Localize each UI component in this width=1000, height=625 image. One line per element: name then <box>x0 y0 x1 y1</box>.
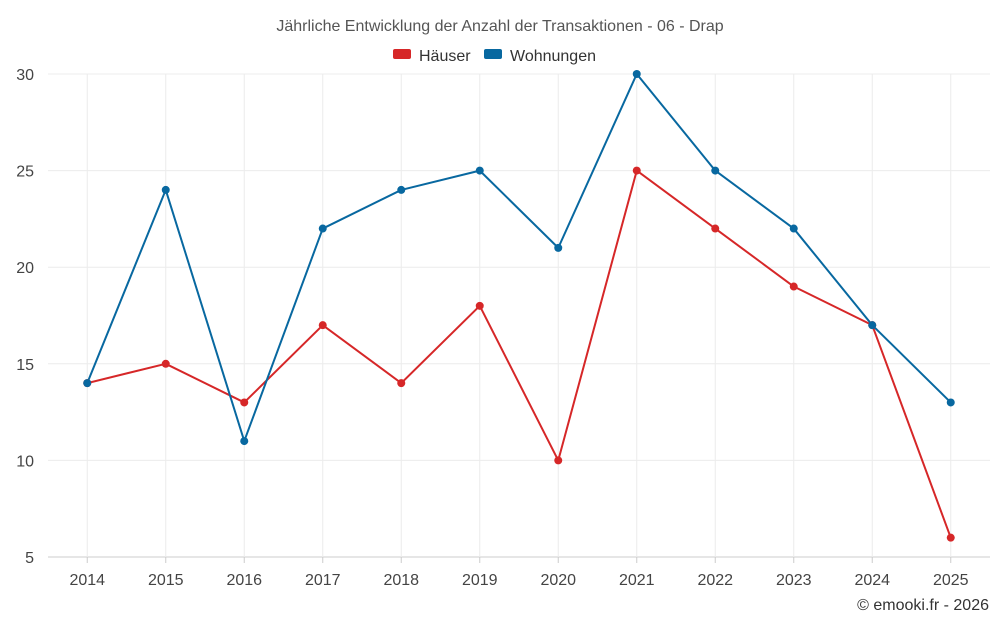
x-tick-label: 2015 <box>148 572 184 589</box>
series-line-wohnungen <box>86 73 952 443</box>
series-layer <box>83 70 955 542</box>
data-point-wohnungen[interactable] <box>240 437 249 446</box>
legend-label[interactable]: Wohnungen <box>510 48 596 65</box>
data-point-wohnungen[interactable] <box>475 166 484 175</box>
x-tick-label: 2018 <box>383 572 419 589</box>
data-point-wohnungen[interactable] <box>632 70 641 78</box>
y-axis: 5 10 15 20 25 30 <box>16 67 34 567</box>
data-point-wohnungen[interactable] <box>868 321 877 330</box>
data-point-wohnungen[interactable] <box>554 243 563 252</box>
legend: Häuser Wohnungen <box>393 48 596 65</box>
credit-text: © emooki.fr - 2026 <box>857 597 989 614</box>
x-tick-label: 2017 <box>305 572 341 589</box>
y-tick-label: 30 <box>16 67 34 84</box>
x-axis: 2014 2015 2016 2017 2018 2019 2020 2021 2022 2023… <box>69 557 969 589</box>
y-tick-label: 5 <box>25 550 34 567</box>
data-point-haeuser[interactable] <box>475 301 484 310</box>
x-tick-label: 2021 <box>619 572 655 589</box>
legend-swatch <box>393 49 411 59</box>
data-point-wohnungen[interactable] <box>946 398 955 407</box>
x-tick-label: 2014 <box>69 572 105 589</box>
chart-title: Jährliche Entwicklung der Anzahl der Tra… <box>276 18 723 35</box>
data-point-haeuser[interactable] <box>711 224 720 233</box>
legend-label[interactable]: Häuser <box>419 48 471 65</box>
y-tick-label: 20 <box>16 260 34 277</box>
data-point-wohnungen[interactable] <box>83 379 92 388</box>
data-point-haeuser[interactable] <box>240 398 249 407</box>
data-point-haeuser[interactable] <box>789 282 798 291</box>
data-point-haeuser[interactable] <box>318 321 327 330</box>
data-point-haeuser[interactable] <box>554 456 563 465</box>
x-tick-label: 2016 <box>226 572 262 589</box>
data-point-wohnungen[interactable] <box>711 166 720 175</box>
data-point-haeuser[interactable] <box>161 359 170 368</box>
y-tick-label: 25 <box>16 164 34 181</box>
data-point-wohnungen[interactable] <box>397 185 406 194</box>
legend-swatch <box>484 49 502 59</box>
x-tick-label: 2022 <box>697 572 733 589</box>
data-point-haeuser[interactable] <box>397 379 406 388</box>
data-point-wohnungen[interactable] <box>318 224 327 233</box>
data-point-wohnungen[interactable] <box>789 224 798 233</box>
gridlines <box>48 73 990 558</box>
data-point-haeuser[interactable] <box>632 166 641 175</box>
x-tick-label: 2019 <box>462 572 498 589</box>
y-tick-label: 10 <box>16 453 34 470</box>
y-tick-label: 15 <box>16 357 34 374</box>
x-tick-label: 2023 <box>776 572 812 589</box>
x-tick-label: 2025 <box>933 572 969 589</box>
data-point-haeuser[interactable] <box>946 533 955 542</box>
data-point-wohnungen[interactable] <box>161 185 170 194</box>
x-tick-label: 2020 <box>540 572 576 589</box>
x-tick-label: 2024 <box>854 572 890 589</box>
